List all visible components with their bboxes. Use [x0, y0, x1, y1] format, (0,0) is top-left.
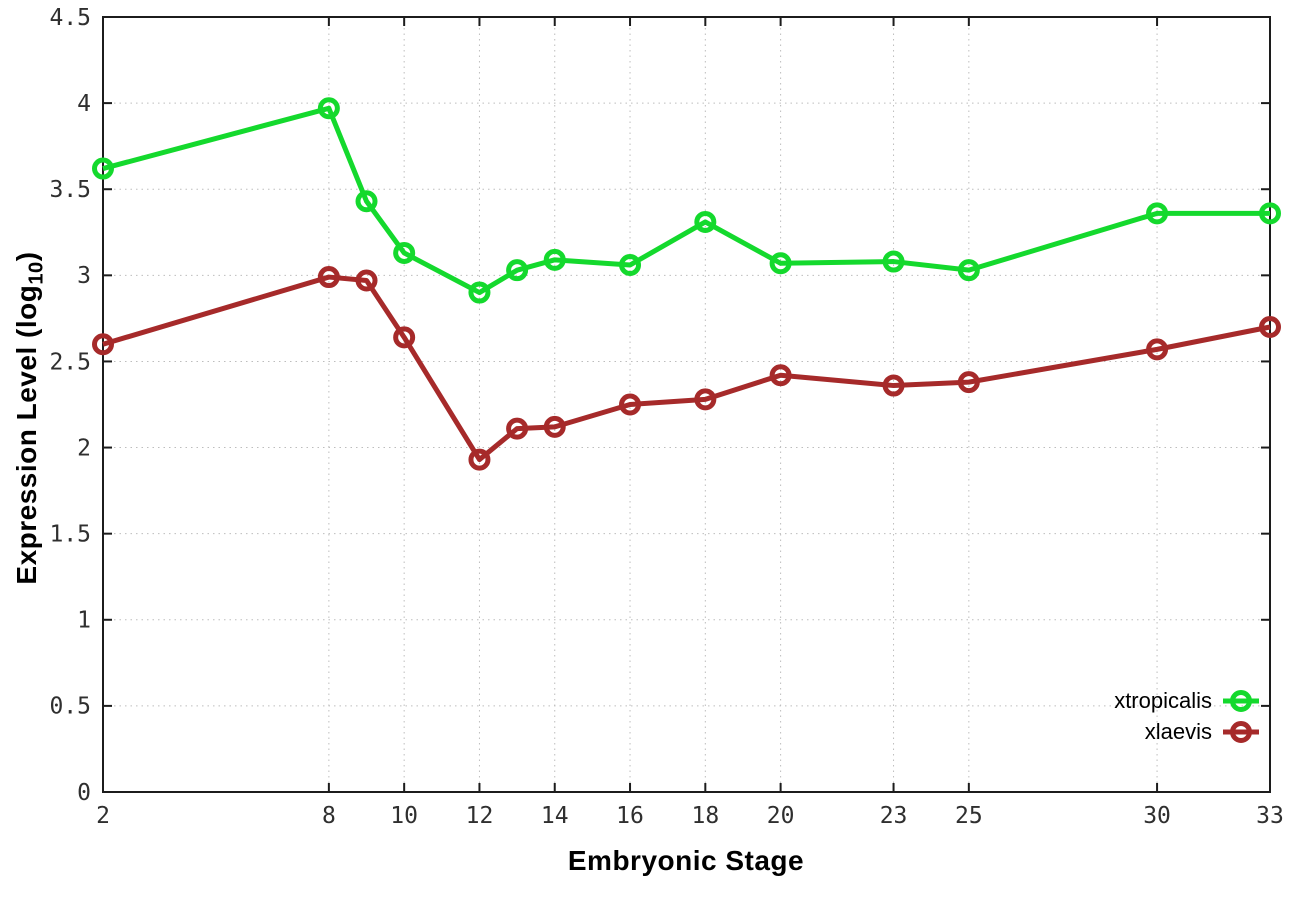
series-xtropicalis	[92, 97, 1281, 304]
y-axis-title: Expression Level (log10)	[9, 138, 48, 698]
data-point-xlaevis	[619, 393, 642, 416]
x-tick-label: 10	[390, 803, 418, 829]
y-tick-label: 3	[77, 263, 91, 289]
y-tick-label: 3.5	[49, 177, 91, 203]
axis-ticks	[102, 16, 1271, 793]
data-point-xtropicalis	[957, 259, 980, 282]
data-point-xlaevis	[769, 364, 792, 387]
series-xlaevis	[92, 266, 1281, 471]
legend-line-marker-icon	[1223, 689, 1259, 712]
data-point-xtropicalis	[882, 250, 905, 273]
data-point-xlaevis	[506, 417, 529, 440]
data-point-xtropicalis	[769, 252, 792, 275]
legend-label-xlaevis: xlaevis	[1144, 718, 1212, 744]
x-tick-label: 16	[616, 803, 644, 829]
data-point-xlaevis	[882, 374, 905, 397]
data-point-xlaevis	[393, 326, 416, 349]
data-point-xlaevis	[468, 448, 491, 471]
y-axis-title-suffix: )	[11, 251, 42, 262]
data-point-xlaevis	[957, 371, 980, 394]
x-tick-label: 2	[96, 803, 110, 829]
y-axis-title-subscript: 10	[25, 261, 48, 285]
series-line-xtropicalis	[102, 105, 1270, 296]
data-point-xlaevis	[355, 269, 378, 292]
data-point-xtropicalis	[1259, 202, 1281, 225]
data-point-xlaevis	[694, 388, 717, 411]
data-point-xtropicalis	[506, 259, 529, 282]
data-point-xlaevis	[543, 415, 566, 438]
data-point-xtropicalis	[317, 97, 340, 120]
x-tick-label: 20	[767, 803, 795, 829]
data-point-xtropicalis	[468, 281, 491, 304]
x-tick-label: 23	[880, 803, 908, 829]
x-tick-label: 14	[541, 803, 569, 829]
plot-border	[102, 16, 1271, 793]
data-point-xtropicalis	[1146, 202, 1169, 225]
data-point-xtropicalis	[619, 254, 642, 276]
x-tick-label: 30	[1143, 803, 1171, 829]
legend-entry-xlaevis: xlaevis	[1114, 716, 1260, 747]
data-point-xtropicalis	[355, 190, 378, 213]
x-tick-label: 25	[955, 803, 983, 829]
y-tick-label: 2	[77, 435, 91, 461]
x-tick-label: 8	[322, 803, 336, 829]
x-tick-label: 18	[691, 803, 719, 829]
data-point-xtropicalis	[92, 157, 114, 180]
y-tick-label: 4.5	[49, 5, 91, 31]
y-tick-label: 0	[77, 780, 91, 806]
legend: xtropicalis xlaevis	[1114, 685, 1260, 747]
legend-label-xtropicalis: xtropicalis	[1114, 687, 1212, 713]
tick-labels: 0 0.5 1 1.5 2 2.5 3 3.5 4 4.5 2 8 10 12 14 16 18 20 23 25 30…	[49, 5, 1283, 829]
data-point-xtropicalis	[694, 210, 717, 233]
y-tick-label: 1.5	[49, 521, 91, 547]
y-tick-label: 4	[77, 91, 91, 117]
y-axis-title-text: Expression Level (log	[11, 284, 42, 585]
y-tick-label: 1	[77, 608, 91, 634]
x-axis-title: Embryonic Stage	[567, 845, 805, 876]
data-point-xtropicalis	[543, 248, 566, 271]
data-point-xtropicalis	[393, 241, 416, 264]
y-tick-label: 0.5	[49, 694, 91, 720]
series-line-xlaevis	[102, 274, 1271, 463]
y-tick-label: 2.5	[49, 349, 91, 375]
data-point-xlaevis	[92, 333, 114, 356]
data-point-xlaevis	[1259, 316, 1281, 338]
data-point-xlaevis	[1146, 338, 1169, 361]
x-tick-label: 12	[466, 803, 494, 829]
legend-line-marker-icon	[1223, 720, 1259, 743]
x-tick-label: 33	[1256, 803, 1284, 829]
gridlines	[102, 16, 1271, 793]
legend-entry-xtropicalis: xtropicalis	[1114, 685, 1260, 716]
data-point-xlaevis	[317, 266, 340, 289]
